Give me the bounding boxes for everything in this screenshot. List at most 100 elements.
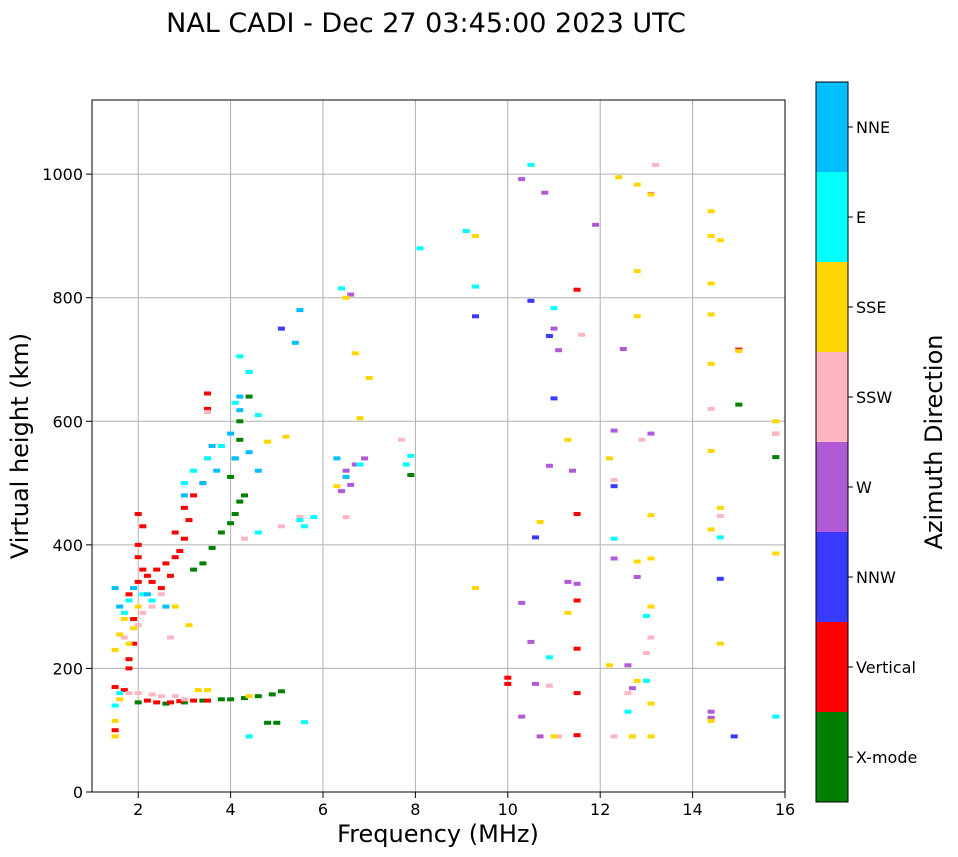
data-point	[550, 306, 558, 311]
data-point	[716, 641, 724, 646]
data-point	[573, 287, 581, 292]
series-ssw	[120, 162, 780, 739]
data-point	[342, 515, 350, 520]
data-point	[134, 604, 142, 609]
data-point	[185, 623, 193, 628]
data-point	[204, 698, 211, 703]
data-point	[527, 162, 535, 167]
data-point	[236, 394, 244, 399]
data-point	[199, 698, 207, 703]
data-point	[120, 610, 128, 615]
data-point	[190, 493, 198, 498]
data-point	[772, 419, 780, 424]
data-point	[633, 678, 641, 683]
data-point	[111, 586, 119, 591]
data-point	[545, 463, 553, 468]
data-point	[231, 456, 239, 461]
data-point	[194, 688, 202, 693]
data-point	[633, 182, 641, 187]
colorbar-swatch	[816, 442, 848, 532]
colorbar-swatch	[816, 622, 848, 712]
data-point	[573, 581, 581, 586]
data-point	[241, 536, 248, 541]
series-nne	[111, 308, 350, 609]
data-point	[610, 556, 618, 561]
data-point	[277, 689, 285, 694]
data-point	[130, 626, 138, 631]
data-point	[167, 573, 174, 578]
colorbar-swatch	[816, 262, 848, 352]
data-point	[629, 734, 636, 739]
y-tick-label: 400	[52, 536, 83, 555]
data-point	[227, 521, 235, 526]
data-point	[407, 473, 415, 477]
data-point	[245, 394, 253, 399]
data-point	[633, 559, 641, 564]
y-axis-label: Virtual height (km)	[6, 333, 34, 559]
data-point	[277, 524, 285, 529]
data-point	[356, 416, 364, 421]
data-point	[615, 175, 623, 180]
data-point	[647, 635, 655, 640]
data-point	[647, 431, 655, 436]
data-point	[342, 468, 350, 473]
data-point	[610, 536, 618, 541]
data-point	[624, 663, 632, 668]
data-point	[254, 468, 262, 473]
data-point	[633, 314, 641, 319]
data-point	[176, 699, 184, 704]
data-point	[610, 428, 618, 433]
data-point	[301, 524, 308, 529]
x-tick-label: 16	[775, 800, 795, 819]
data-point	[647, 604, 655, 609]
data-point	[236, 419, 244, 424]
data-point	[707, 709, 715, 714]
data-point	[236, 354, 244, 359]
data-point	[153, 567, 161, 572]
data-point	[462, 229, 470, 233]
data-point	[333, 456, 341, 461]
data-point	[638, 437, 646, 442]
data-point	[342, 474, 350, 479]
data-point	[610, 484, 618, 489]
data-point	[550, 326, 558, 331]
data-point	[707, 233, 715, 238]
data-point	[231, 400, 239, 405]
data-point	[171, 694, 179, 699]
data-point	[111, 647, 119, 652]
colorbar-label: Azimuth Direction	[920, 335, 948, 550]
data-point	[245, 450, 253, 455]
colorbar-tick-label: X-mode	[856, 748, 917, 767]
data-point	[134, 700, 142, 705]
data-point	[564, 579, 572, 584]
data-point	[545, 655, 553, 660]
data-point	[111, 728, 119, 733]
data-point	[268, 692, 276, 697]
data-point	[342, 295, 350, 300]
data-point	[180, 493, 188, 498]
data-point	[592, 222, 600, 227]
data-point	[472, 233, 479, 238]
data-point	[347, 292, 355, 297]
data-point	[190, 567, 198, 572]
data-point	[231, 512, 239, 516]
data-point	[642, 613, 650, 618]
data-point	[351, 462, 359, 467]
y-tick-label: 0	[73, 783, 83, 802]
data-point	[245, 694, 253, 699]
data-point	[134, 542, 142, 547]
data-point	[125, 641, 133, 646]
data-point	[143, 592, 151, 597]
data-point	[633, 575, 641, 579]
data-point	[365, 376, 373, 380]
data-point	[296, 515, 304, 520]
y-tick-label: 600	[52, 412, 83, 431]
data-point	[148, 692, 156, 697]
data-point	[347, 482, 355, 487]
data-point	[735, 402, 743, 407]
data-point	[707, 209, 715, 214]
y-tick-label: 800	[52, 289, 83, 308]
data-point	[157, 592, 165, 597]
data-point	[550, 734, 558, 739]
